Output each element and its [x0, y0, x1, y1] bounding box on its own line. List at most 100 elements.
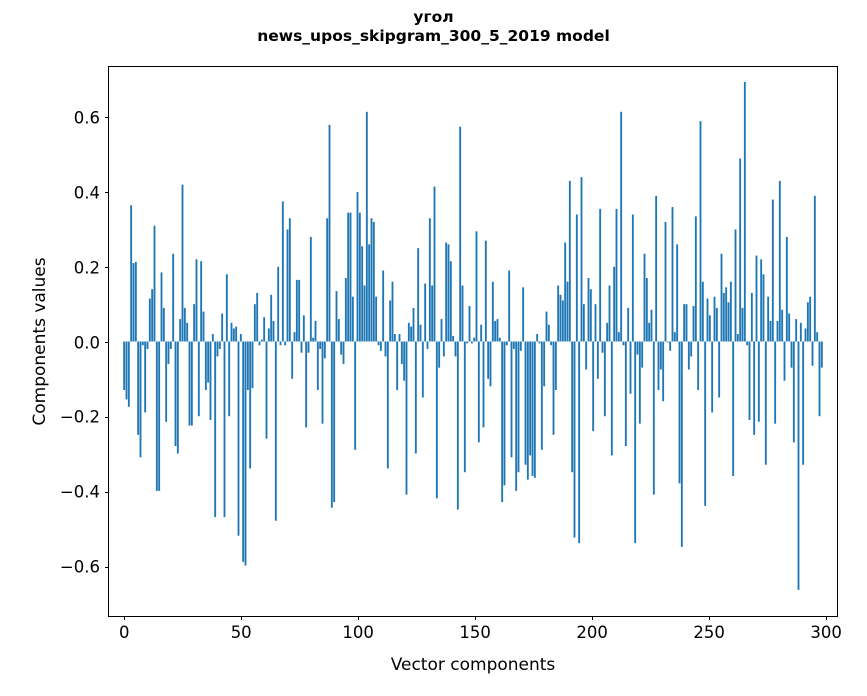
bar — [288, 218, 291, 342]
bar-series-canvas — [123, 81, 823, 590]
bar — [470, 341, 473, 344]
x-tick-mark — [357, 615, 359, 620]
bar — [526, 341, 529, 480]
bar — [449, 261, 452, 342]
bar — [312, 337, 315, 342]
bar — [603, 341, 606, 417]
bar — [662, 341, 665, 402]
bar — [218, 341, 221, 349]
bar — [188, 341, 191, 426]
bar — [818, 341, 821, 417]
bar — [568, 180, 571, 342]
bar — [160, 272, 163, 342]
bar — [316, 341, 319, 391]
bar — [319, 341, 322, 349]
bar — [347, 212, 350, 342]
bar — [778, 180, 781, 342]
x-tick-label: 200 — [576, 623, 608, 642]
bar — [746, 341, 749, 346]
bar — [482, 341, 485, 428]
bar — [207, 341, 210, 383]
bar — [433, 186, 436, 342]
bar — [445, 242, 448, 342]
bar — [211, 334, 214, 342]
bar — [771, 199, 774, 342]
bar — [706, 298, 709, 342]
bar — [277, 266, 280, 342]
bar — [452, 335, 455, 342]
x-tick-mark — [123, 615, 125, 620]
bar — [431, 285, 434, 342]
x-tick-label: 0 — [118, 623, 130, 642]
bar — [370, 218, 373, 342]
bar — [335, 291, 338, 342]
bar — [286, 229, 289, 342]
bar — [407, 322, 410, 342]
bar — [510, 341, 513, 458]
bar — [578, 341, 581, 544]
bar — [225, 274, 228, 342]
bar — [148, 298, 151, 342]
bar — [459, 126, 462, 342]
bar — [769, 320, 772, 342]
x-tick-label: 300 — [810, 623, 842, 642]
bar — [214, 341, 217, 518]
y-tick-label: 0.0 — [73, 333, 100, 352]
bar — [655, 195, 658, 342]
y-tick-mark — [105, 491, 110, 493]
bar — [323, 341, 326, 359]
bar — [564, 242, 567, 342]
bar — [755, 255, 758, 342]
bar — [349, 212, 352, 342]
y-tick-label: −0.6 — [59, 557, 100, 577]
bar — [298, 279, 301, 342]
bar — [146, 341, 149, 349]
bar — [743, 81, 746, 342]
bar — [405, 341, 408, 495]
bar — [442, 341, 445, 357]
bar — [704, 341, 707, 506]
bar — [279, 341, 282, 346]
bar — [729, 281, 732, 342]
bar — [228, 341, 231, 417]
bar — [123, 341, 126, 391]
y-tick-label: 0.2 — [73, 258, 100, 278]
bar — [599, 208, 602, 342]
bar — [606, 322, 609, 342]
bar — [127, 341, 130, 407]
bar — [361, 246, 364, 342]
y-tick-label: 0.4 — [73, 183, 100, 203]
bar — [547, 324, 550, 342]
bar — [585, 341, 588, 370]
bar — [785, 236, 788, 342]
y-tick-mark — [105, 192, 110, 194]
bar — [281, 201, 284, 342]
bar — [659, 341, 662, 370]
bar — [554, 341, 557, 391]
bar — [652, 341, 655, 495]
bar — [531, 341, 534, 476]
bar — [144, 341, 147, 413]
bar — [230, 322, 233, 342]
bar — [158, 341, 161, 491]
bar — [802, 341, 805, 465]
bar — [713, 296, 716, 342]
bar — [473, 337, 476, 342]
bar — [179, 319, 182, 342]
y-tick-mark — [105, 416, 110, 418]
bar — [237, 341, 240, 536]
bar — [141, 341, 144, 346]
bar — [244, 341, 247, 566]
bar — [797, 341, 800, 590]
bar — [176, 341, 179, 454]
bar — [533, 341, 536, 478]
bar — [403, 341, 406, 381]
bar — [739, 158, 742, 342]
bar — [342, 341, 345, 364]
bar — [356, 192, 359, 342]
bar — [524, 341, 527, 465]
bar — [669, 341, 672, 351]
bar — [263, 317, 266, 342]
bar — [512, 341, 515, 349]
bar — [314, 320, 317, 342]
